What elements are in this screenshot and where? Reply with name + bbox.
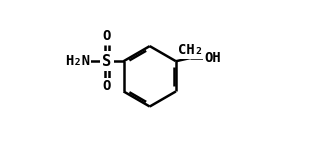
Text: O: O	[103, 29, 111, 43]
Text: CH₂: CH₂	[178, 43, 203, 57]
Text: H₂N: H₂N	[65, 54, 90, 68]
Text: O: O	[103, 79, 111, 93]
Text: OH: OH	[205, 51, 221, 65]
Text: H: H	[81, 54, 89, 68]
Text: S: S	[102, 54, 112, 69]
Text: H: H	[81, 54, 89, 68]
